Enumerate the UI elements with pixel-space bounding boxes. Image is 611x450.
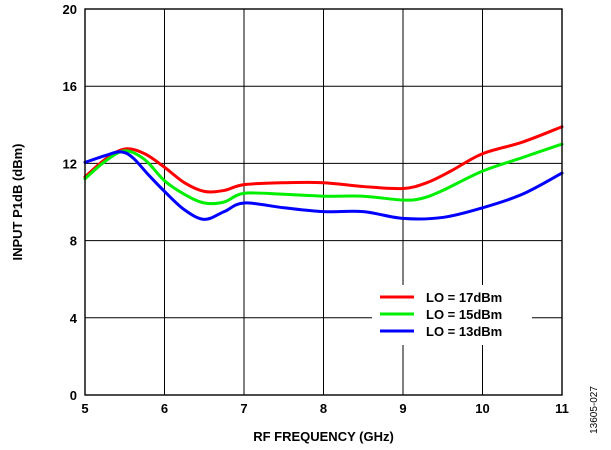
series-line-1 (83, 142, 564, 206)
tick-labels: 5 6 7 8 9 10 11 0 4 8 12 16 20 (63, 2, 569, 416)
legend: LO = 17dBm LO = 15dBm LO = 13dBm (372, 285, 532, 345)
x-tick-label: 9 (399, 401, 406, 416)
figure-id-label: 13605-027 (589, 386, 600, 434)
y-tick-label: 16 (63, 79, 77, 94)
x-tick-label: 8 (320, 401, 327, 416)
grid (85, 9, 562, 395)
x-tick-label: 5 (81, 401, 88, 416)
legend-label-2: LO = 13dBm (426, 324, 502, 339)
series-group (83, 125, 564, 221)
x-tick-label: 7 (240, 401, 247, 416)
y-axis-title: INPUT P1dB (dBm) (10, 144, 25, 261)
x-tick-label: 6 (161, 401, 168, 416)
series-line-0 (83, 125, 564, 194)
x-tick-label: 11 (555, 401, 569, 416)
series-line-2 (83, 150, 564, 221)
legend-label-0: LO = 17dBm (426, 290, 502, 305)
y-tick-label: 12 (63, 156, 77, 171)
plot-area-border (84, 8, 563, 396)
y-tick-label: 8 (70, 234, 77, 249)
y-tick-label: 0 (70, 388, 77, 403)
x-tick-label: 10 (475, 401, 489, 416)
x-axis-title: RF FREQUENCY (GHz) (253, 429, 394, 444)
y-tick-label: 4 (70, 311, 78, 326)
legend-label-1: LO = 15dBm (426, 307, 502, 322)
y-tick-label: 20 (63, 2, 77, 17)
